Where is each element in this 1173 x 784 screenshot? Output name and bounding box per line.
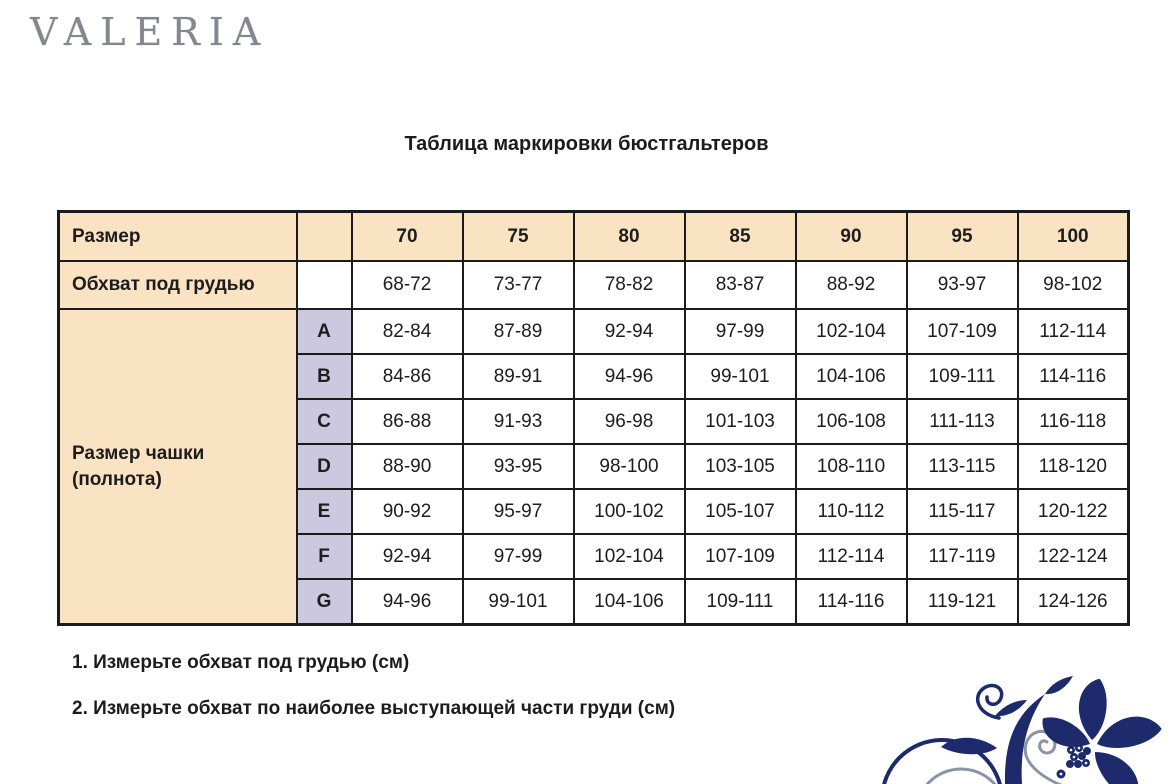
range-cell: 111-113	[905, 398, 1019, 445]
range-cell: 82-84	[350, 308, 464, 355]
range-cell: 117-119	[905, 533, 1019, 580]
cup-row-b: B 84-86 89-91 94-96 99-101 104-106 109-1…	[59, 353, 1130, 400]
size-header-row: Размер 70 75 80 85 90 95 100	[57, 210, 1130, 262]
range-cell: 109-111	[905, 353, 1019, 400]
range-cell: 99-101	[461, 578, 575, 626]
cup-letter-cell: G	[295, 578, 353, 626]
range-cell: 90-92	[350, 488, 464, 535]
range-cell: 105-107	[683, 488, 797, 535]
empty-header-cell	[295, 210, 353, 262]
range-cell: 114-116	[1016, 353, 1130, 400]
size-chart: Размер 70 75 80 85 90 95 100 Обхват под …	[57, 210, 1130, 626]
range-cell: 96-98	[572, 398, 686, 445]
range-cell: 114-116	[794, 578, 908, 626]
cup-label-line2: (полнота)	[72, 468, 162, 490]
instruction-item: 2. Измерьте обхват по наиболее выступающ…	[72, 698, 676, 719]
underbust-value-cell: 78-82	[572, 260, 686, 310]
empty-cell	[295, 260, 353, 310]
page-title: Таблица маркировки бюстгальтеров	[404, 133, 769, 155]
range-cell: 106-108	[794, 398, 908, 445]
range-cell: 94-96	[572, 353, 686, 400]
size-col-header: 85	[683, 210, 797, 262]
range-cell: 95-97	[461, 488, 575, 535]
size-col-header: 90	[794, 210, 908, 262]
range-cell: 91-93	[461, 398, 575, 445]
cup-letter-cell: E	[295, 488, 353, 535]
cup-row-a: Размер чашки (полнота) A 82-84 87-89 92-…	[57, 308, 1130, 626]
range-cell: 89-91	[461, 353, 575, 400]
underbust-value-cell: 83-87	[683, 260, 797, 310]
cup-letter-cell: C	[295, 398, 353, 445]
range-cell: 119-121	[905, 578, 1019, 626]
range-cell: 113-115	[905, 443, 1019, 490]
range-cell: 103-105	[683, 443, 797, 490]
range-cell: 84-86	[350, 353, 464, 400]
measurement-instructions: 1. Измерьте обхват под грудью (см) 2. Из…	[72, 652, 675, 744]
range-cell: 104-106	[794, 353, 908, 400]
range-cell: 100-102	[572, 488, 686, 535]
range-cell: 94-96	[350, 578, 464, 626]
cup-label-line1: Размер чашки	[72, 443, 205, 465]
range-cell: 99-101	[683, 353, 797, 400]
range-cell: 107-109	[683, 533, 797, 580]
cup-letter-cell: D	[295, 443, 353, 490]
brand-logo: VALERIA	[30, 10, 270, 54]
cup-letter-cell: F	[295, 533, 353, 580]
range-cell: 101-103	[683, 398, 797, 445]
range-cell: 97-99	[683, 308, 797, 355]
range-cell: 107-109	[905, 308, 1019, 355]
floral-flourish-icon	[882, 676, 1162, 784]
range-cell: 108-110	[794, 443, 908, 490]
range-cell: 88-90	[350, 443, 464, 490]
range-cell: 110-112	[794, 488, 908, 535]
cup-letter-cell: A	[295, 308, 353, 355]
range-cell: 109-111	[683, 578, 797, 626]
size-col-header: 100	[1016, 210, 1130, 262]
cup-row-c: C 86-88 91-93 96-98 101-103 106-108 111-…	[59, 398, 1130, 445]
range-cell: 87-89	[461, 308, 575, 355]
range-cell: 86-88	[350, 398, 464, 445]
underbust-value-cell: 98-102	[1016, 260, 1130, 310]
size-col-header: 95	[905, 210, 1019, 262]
cup-row-d: D 88-90 93-95 98-100 103-105 108-110 113…	[59, 443, 1130, 490]
range-cell: 93-95	[461, 443, 575, 490]
range-cell: 98-100	[572, 443, 686, 490]
range-cell: 115-117	[905, 488, 1019, 535]
size-chart-table: Размер 70 75 80 85 90 95 100 Обхват под …	[57, 210, 1130, 626]
range-cell: 120-122	[1016, 488, 1130, 535]
underbust-label-cell: Обхват под грудью	[57, 260, 298, 310]
cup-size-label-cell: Размер чашки (полнота)	[57, 308, 298, 626]
size-col-header: 70	[350, 210, 464, 262]
underbust-value-cell: 73-77	[461, 260, 575, 310]
range-cell: 92-94	[350, 533, 464, 580]
size-col-header: 80	[572, 210, 686, 262]
cup-row-e: E 90-92 95-97 100-102 105-107 110-112 11…	[59, 488, 1130, 535]
range-cell: 92-94	[572, 308, 686, 355]
size-label-cell: Размер	[57, 210, 298, 262]
range-cell: 97-99	[461, 533, 575, 580]
underbust-value-cell: 88-92	[794, 260, 908, 310]
cup-row-g: G 94-96 99-101 104-106 109-111 114-116 1…	[59, 578, 1130, 626]
range-cell: 124-126	[1016, 578, 1130, 626]
range-cell: 116-118	[1016, 398, 1130, 445]
underbust-row: Обхват под грудью 68-72 73-77 78-82 83-8…	[57, 260, 1130, 310]
size-col-header: 75	[461, 210, 575, 262]
range-cell: 102-104	[794, 308, 908, 355]
underbust-value-cell: 68-72	[350, 260, 464, 310]
range-cell: 112-114	[794, 533, 908, 580]
underbust-value-cell: 93-97	[905, 260, 1019, 310]
range-cell: 122-124	[1016, 533, 1130, 580]
instruction-item: 1. Измерьте обхват под грудью (см)	[72, 652, 410, 673]
range-cell: 112-114	[1016, 308, 1130, 355]
cup-letter-cell: B	[295, 353, 353, 400]
range-cell: 102-104	[572, 533, 686, 580]
range-cell: 104-106	[572, 578, 686, 626]
cup-row-f: F 92-94 97-99 102-104 107-109 112-114 11…	[59, 533, 1130, 580]
range-cell: 118-120	[1016, 443, 1130, 490]
